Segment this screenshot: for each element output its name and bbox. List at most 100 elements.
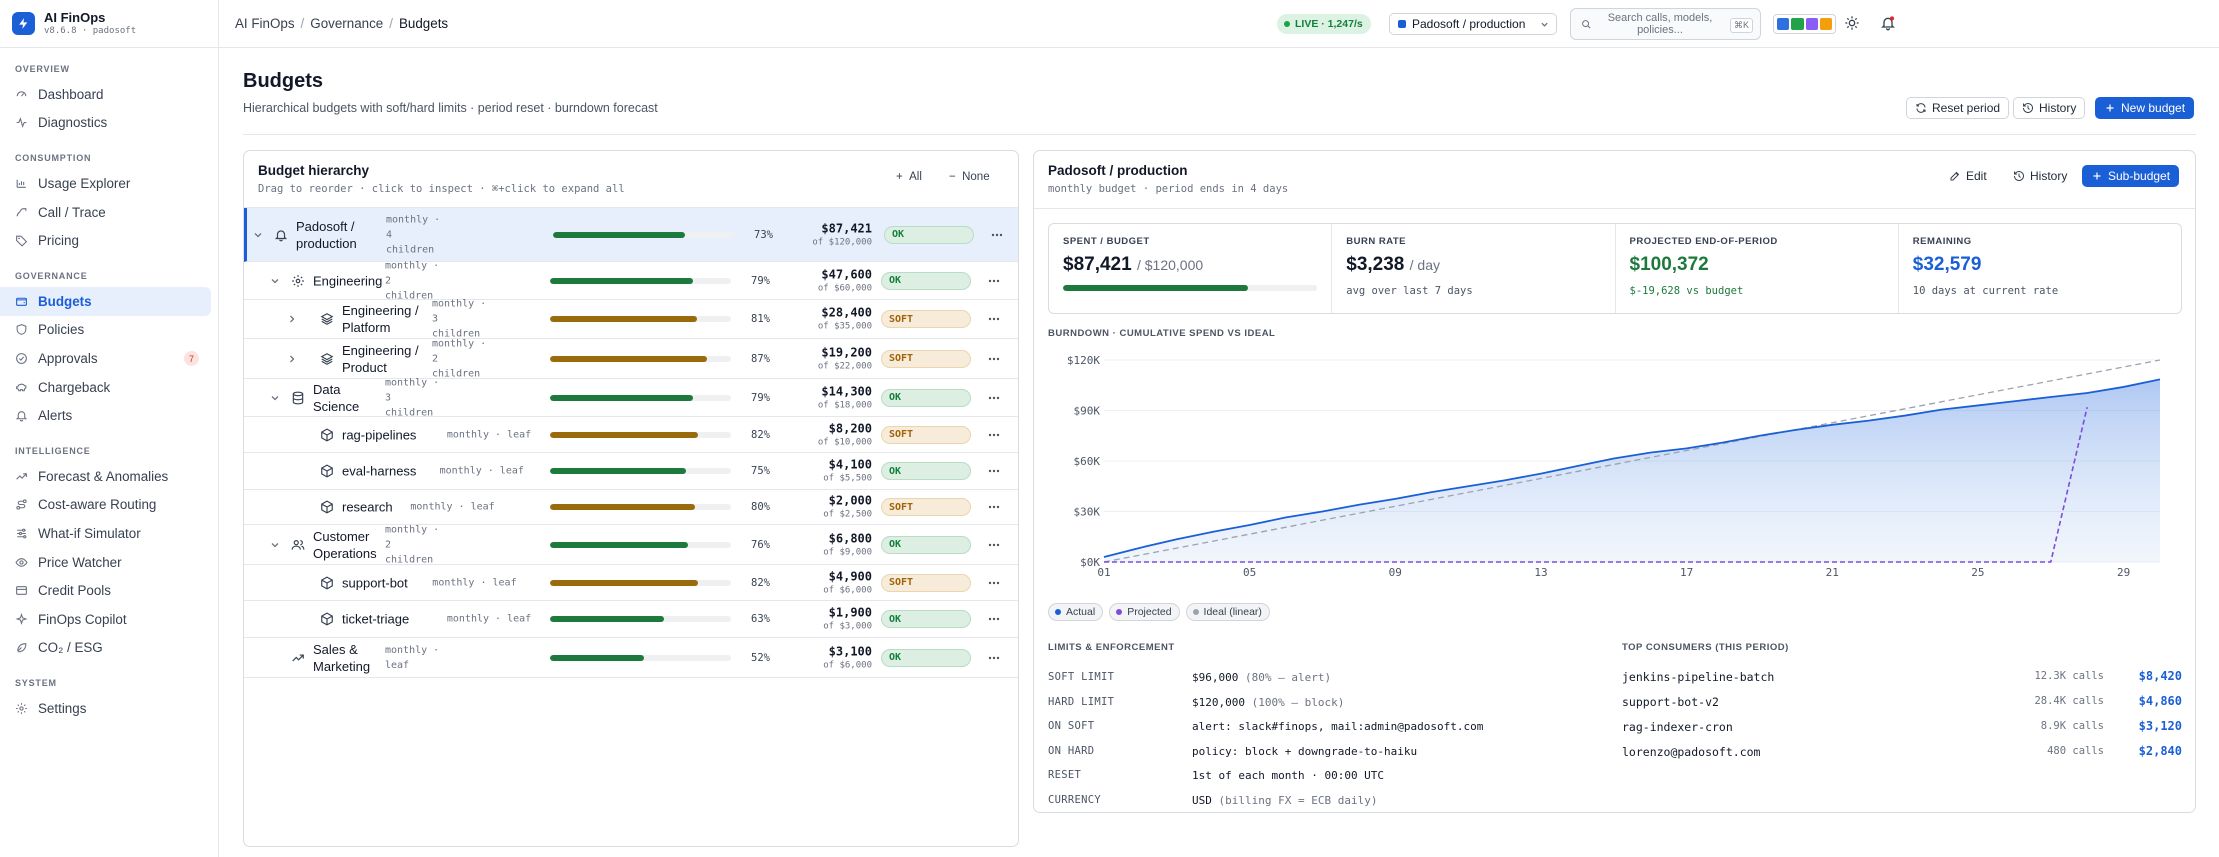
edit-button[interactable]: Edit	[1940, 165, 1996, 187]
consumer-row[interactable]: support-bot-v2 28.4K calls $4,860	[1622, 693, 2182, 713]
chevron-down-icon[interactable]	[270, 540, 280, 550]
budget-row[interactable]: Padosoft / production monthly · 4 childre…	[244, 208, 1018, 262]
sidebar-item-chargeback[interactable]: Chargeback	[0, 373, 211, 402]
budget-percent: 79%	[751, 391, 770, 404]
sidebar-item-co-esg[interactable]: CO₂ / ESG	[0, 634, 211, 663]
budget-row[interactable]: eval-harness monthly · leaf 75% $4,100 of $5…	[244, 453, 1018, 490]
bell-icon[interactable]	[1880, 15, 1896, 31]
legend-item[interactable]: Actual	[1048, 603, 1104, 621]
nav-section-title: System	[15, 678, 57, 689]
sidebar-item-pricing[interactable]: Pricing	[0, 226, 211, 255]
logo-icon	[12, 12, 35, 35]
spent-amount: $8,200	[828, 421, 872, 435]
more-options-icon[interactable]	[988, 279, 1000, 283]
budget-percent: 76%	[751, 538, 770, 551]
budget-period: monthly · leaf	[446, 429, 532, 440]
check-circle-icon	[16, 353, 27, 364]
chevron-down-icon[interactable]	[270, 276, 280, 286]
budget-row[interactable]: research monthly · leaf 80% $2,000 of $2,500…	[244, 490, 1018, 525]
sidebar-item-dashboard[interactable]: Dashboard	[0, 80, 211, 109]
theme-swatch[interactable]	[1805, 18, 1818, 30]
sidebar-item-usage-explorer[interactable]: Usage Explorer	[0, 169, 211, 198]
consumer-cost: $4,860	[2138, 694, 2182, 708]
pulse-icon	[16, 117, 27, 129]
cube-icon	[321, 575, 333, 590]
bell-icon	[274, 229, 288, 241]
chevron-right-icon[interactable]	[287, 354, 297, 364]
sidebar-item-finops-copilot[interactable]: FinOps Copilot	[0, 605, 211, 634]
budget-row[interactable]: Engineering monthly · 2 children 79% $47,60…	[244, 260, 1018, 301]
more-options-icon[interactable]	[988, 357, 1000, 361]
more-options-icon[interactable]	[988, 433, 1000, 437]
budget-amount: $87,421 of $120,000	[812, 221, 872, 248]
budget-usage-fill	[550, 468, 686, 474]
budget-row[interactable]: ticket-triage monthly · leaf 63% $1,900 of $…	[244, 601, 1018, 638]
sidebar-item-label: Approvals	[38, 350, 98, 366]
sidebar-item-call-trace[interactable]: Call / Trace	[0, 198, 211, 227]
sidebar-item-settings[interactable]: Settings	[0, 694, 211, 723]
chevron-down-icon[interactable]	[253, 230, 263, 240]
chart-legend: Actual Projected Ideal (linear)	[1048, 603, 1270, 621]
more-options-icon[interactable]	[988, 581, 1000, 585]
budget-row[interactable]: rag-pipelines monthly · leaf 82% $8,200 of $…	[244, 417, 1018, 453]
chevron-right-icon[interactable]	[287, 314, 297, 324]
sidebar-item-label: Dashboard	[38, 86, 104, 102]
status-badge: OK	[881, 271, 971, 290]
budget-row[interactable]: Engineering / Product monthly · 2 childre…	[244, 338, 1018, 379]
budget-row[interactable]: Data Science monthly · 3 children 79% $14,3…	[244, 377, 1018, 418]
consumer-row[interactable]: rag-indexer-cron 8.9K calls $3,120	[1622, 718, 2182, 738]
history-button[interactable]: History	[2013, 97, 2086, 119]
sidebar-item-price-watcher[interactable]: Price Watcher	[0, 548, 211, 577]
legend-swatch	[1192, 609, 1199, 615]
breadcrumb-item[interactable]: Governance	[310, 16, 384, 31]
sub-budget-button[interactable]: Sub-budget	[2082, 165, 2180, 187]
sidebar-item-diagnostics[interactable]: Diagnostics	[0, 109, 211, 138]
legend-item[interactable]: Ideal (linear)	[1185, 603, 1270, 621]
consumer-row[interactable]: jenkins-pipeline-batch 12.3K calls $8,420	[1622, 668, 2182, 688]
new-budget-button[interactable]: New budget	[2095, 97, 2195, 119]
sidebar-item-what-if-simulator[interactable]: What-if Simulator	[0, 519, 211, 548]
budget-limit: of $35,000	[817, 321, 872, 332]
budget-row[interactable]: support-bot monthly · leaf 82% $4,900 of $6,…	[244, 565, 1018, 601]
more-options-icon[interactable]	[988, 469, 1000, 473]
more-options-icon[interactable]	[988, 505, 1000, 509]
nav-section-title: Governance	[15, 270, 88, 281]
theme-swatch[interactable]	[1819, 18, 1832, 30]
budget-row[interactable]: Sales & Marketing monthly · leaf 52% $3,100…	[244, 638, 1018, 678]
sidebar-item-alerts[interactable]: Alerts	[0, 401, 211, 430]
more-options-icon[interactable]	[988, 617, 1000, 621]
sidebar-item-policies[interactable]: Policies	[0, 316, 211, 345]
consumer-row[interactable]: lorenzo@padosoft.com 480 calls $2,840	[1622, 743, 2182, 763]
plus-icon	[2093, 172, 2101, 180]
legend-item[interactable]: Projected	[1109, 603, 1180, 621]
theme-swatch[interactable]	[1777, 18, 1790, 30]
collapse-all-button[interactable]: − None	[949, 171, 990, 183]
sidebar-item-credit-pools[interactable]: Credit Pools	[0, 576, 211, 605]
expand-all-button[interactable]: + All	[896, 171, 922, 183]
search-input[interactable]: Search calls, models, policies... ⌘K	[1570, 8, 1761, 40]
budget-row[interactable]: Customer Operations monthly · 2 children 7…	[244, 524, 1018, 565]
brand[interactable]: AI FinOps v8.6.8 · padosoft	[0, 0, 218, 48]
breadcrumb-item[interactable]: AI FinOps	[235, 16, 295, 31]
search-shortcut: ⌘K	[1729, 18, 1753, 33]
more-options-icon[interactable]	[988, 543, 1000, 547]
environment-selector[interactable]: Padosoft / production	[1389, 13, 1557, 35]
sidebar-item-cost-aware-routing[interactable]: Cost-aware Routing	[0, 491, 211, 520]
chevron-down-icon[interactable]	[270, 393, 280, 403]
reset-period-button[interactable]: Reset period	[1906, 97, 2010, 119]
sidebar-item-approvals[interactable]: Approvals 7	[0, 344, 211, 373]
budget-row[interactable]: Engineering / Platform monthly · 3 childr…	[244, 299, 1018, 340]
more-options-icon[interactable]	[988, 656, 1000, 660]
budget-period: monthly · 2 children	[432, 338, 487, 379]
more-options-icon[interactable]	[988, 317, 1000, 321]
theme-palette[interactable]	[1773, 14, 1836, 34]
sidebar-item-budgets[interactable]: Budgets	[0, 286, 211, 316]
theme-swatch[interactable]	[1791, 18, 1804, 30]
sidebar-item-forecast-anomalies[interactable]: Forecast & Anomalies	[0, 462, 211, 491]
budget-usage-bar	[550, 277, 731, 284]
trend-icon	[16, 472, 27, 480]
more-options-icon[interactable]	[988, 396, 1000, 400]
detail-history-button[interactable]: History	[2004, 165, 2077, 187]
sun-icon[interactable]	[1844, 15, 1860, 31]
more-options-icon[interactable]	[991, 233, 1003, 237]
